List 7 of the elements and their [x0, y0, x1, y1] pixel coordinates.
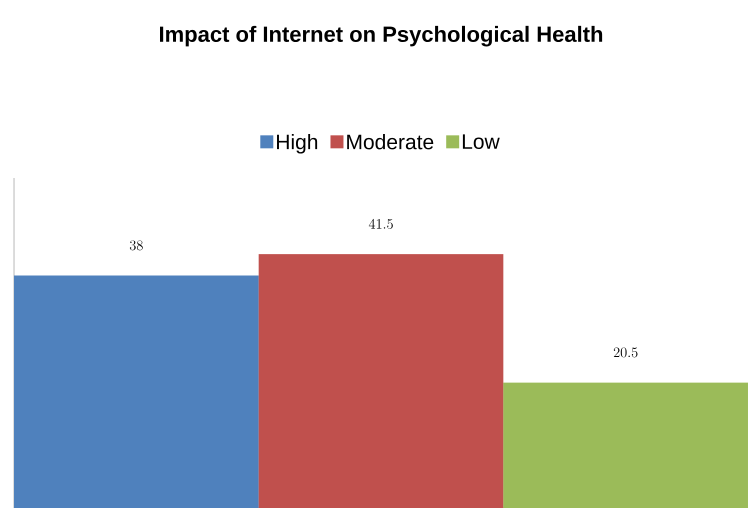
data-label: 38	[130, 240, 143, 250]
legend-label: Low	[462, 134, 500, 150]
data-label: 41 .5	[368, 218, 393, 229]
legend-label: Moderate	[347, 134, 434, 150]
chart-title: Impact of Internet on Psychological Health	[160, 26, 602, 46]
legend-label: High	[277, 134, 318, 154]
data-label: 20.5	[614, 347, 638, 358]
